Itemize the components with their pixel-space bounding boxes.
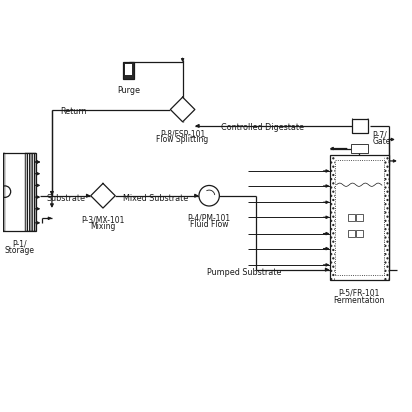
- Text: Purge: Purge: [117, 86, 140, 95]
- Text: P-8/FSP-101: P-8/FSP-101: [160, 129, 205, 138]
- Text: Gate: Gate: [372, 137, 391, 145]
- Text: Fermentation: Fermentation: [334, 295, 385, 304]
- Bar: [356, 230, 363, 236]
- Bar: [330, 154, 335, 280]
- Text: Mixing: Mixing: [90, 222, 116, 231]
- Bar: [0, 152, 35, 231]
- Text: P-5/FR-101: P-5/FR-101: [339, 289, 380, 298]
- Bar: [330, 154, 389, 280]
- Text: Flow Splitting: Flow Splitting: [157, 136, 209, 144]
- Polygon shape: [91, 183, 115, 208]
- Text: P-1/: P-1/: [12, 240, 26, 249]
- Bar: [356, 215, 363, 221]
- Text: Mixed Substrate: Mixed Substrate: [124, 194, 189, 203]
- Text: P-3/MX-101: P-3/MX-101: [81, 215, 125, 225]
- Bar: [352, 119, 368, 133]
- Text: P-7/: P-7/: [372, 131, 387, 140]
- Text: Pumped Substrate: Pumped Substrate: [207, 268, 281, 276]
- Bar: [124, 62, 133, 79]
- Circle shape: [199, 185, 219, 206]
- Bar: [26, 152, 35, 231]
- Bar: [335, 159, 384, 275]
- Text: Controlled Digestate: Controlled Digestate: [221, 123, 304, 132]
- Text: Return: Return: [60, 107, 87, 116]
- Text: Substrate: Substrate: [47, 194, 86, 203]
- Text: Storage: Storage: [4, 246, 34, 255]
- Bar: [0, 152, 5, 231]
- Bar: [384, 154, 389, 280]
- Bar: [348, 215, 355, 221]
- Text: P-4/PM-101: P-4/PM-101: [187, 213, 231, 222]
- Text: Fluid Flow: Fluid Flow: [190, 220, 228, 229]
- Bar: [351, 144, 368, 153]
- Bar: [124, 64, 132, 75]
- Bar: [348, 230, 355, 236]
- Polygon shape: [170, 97, 195, 122]
